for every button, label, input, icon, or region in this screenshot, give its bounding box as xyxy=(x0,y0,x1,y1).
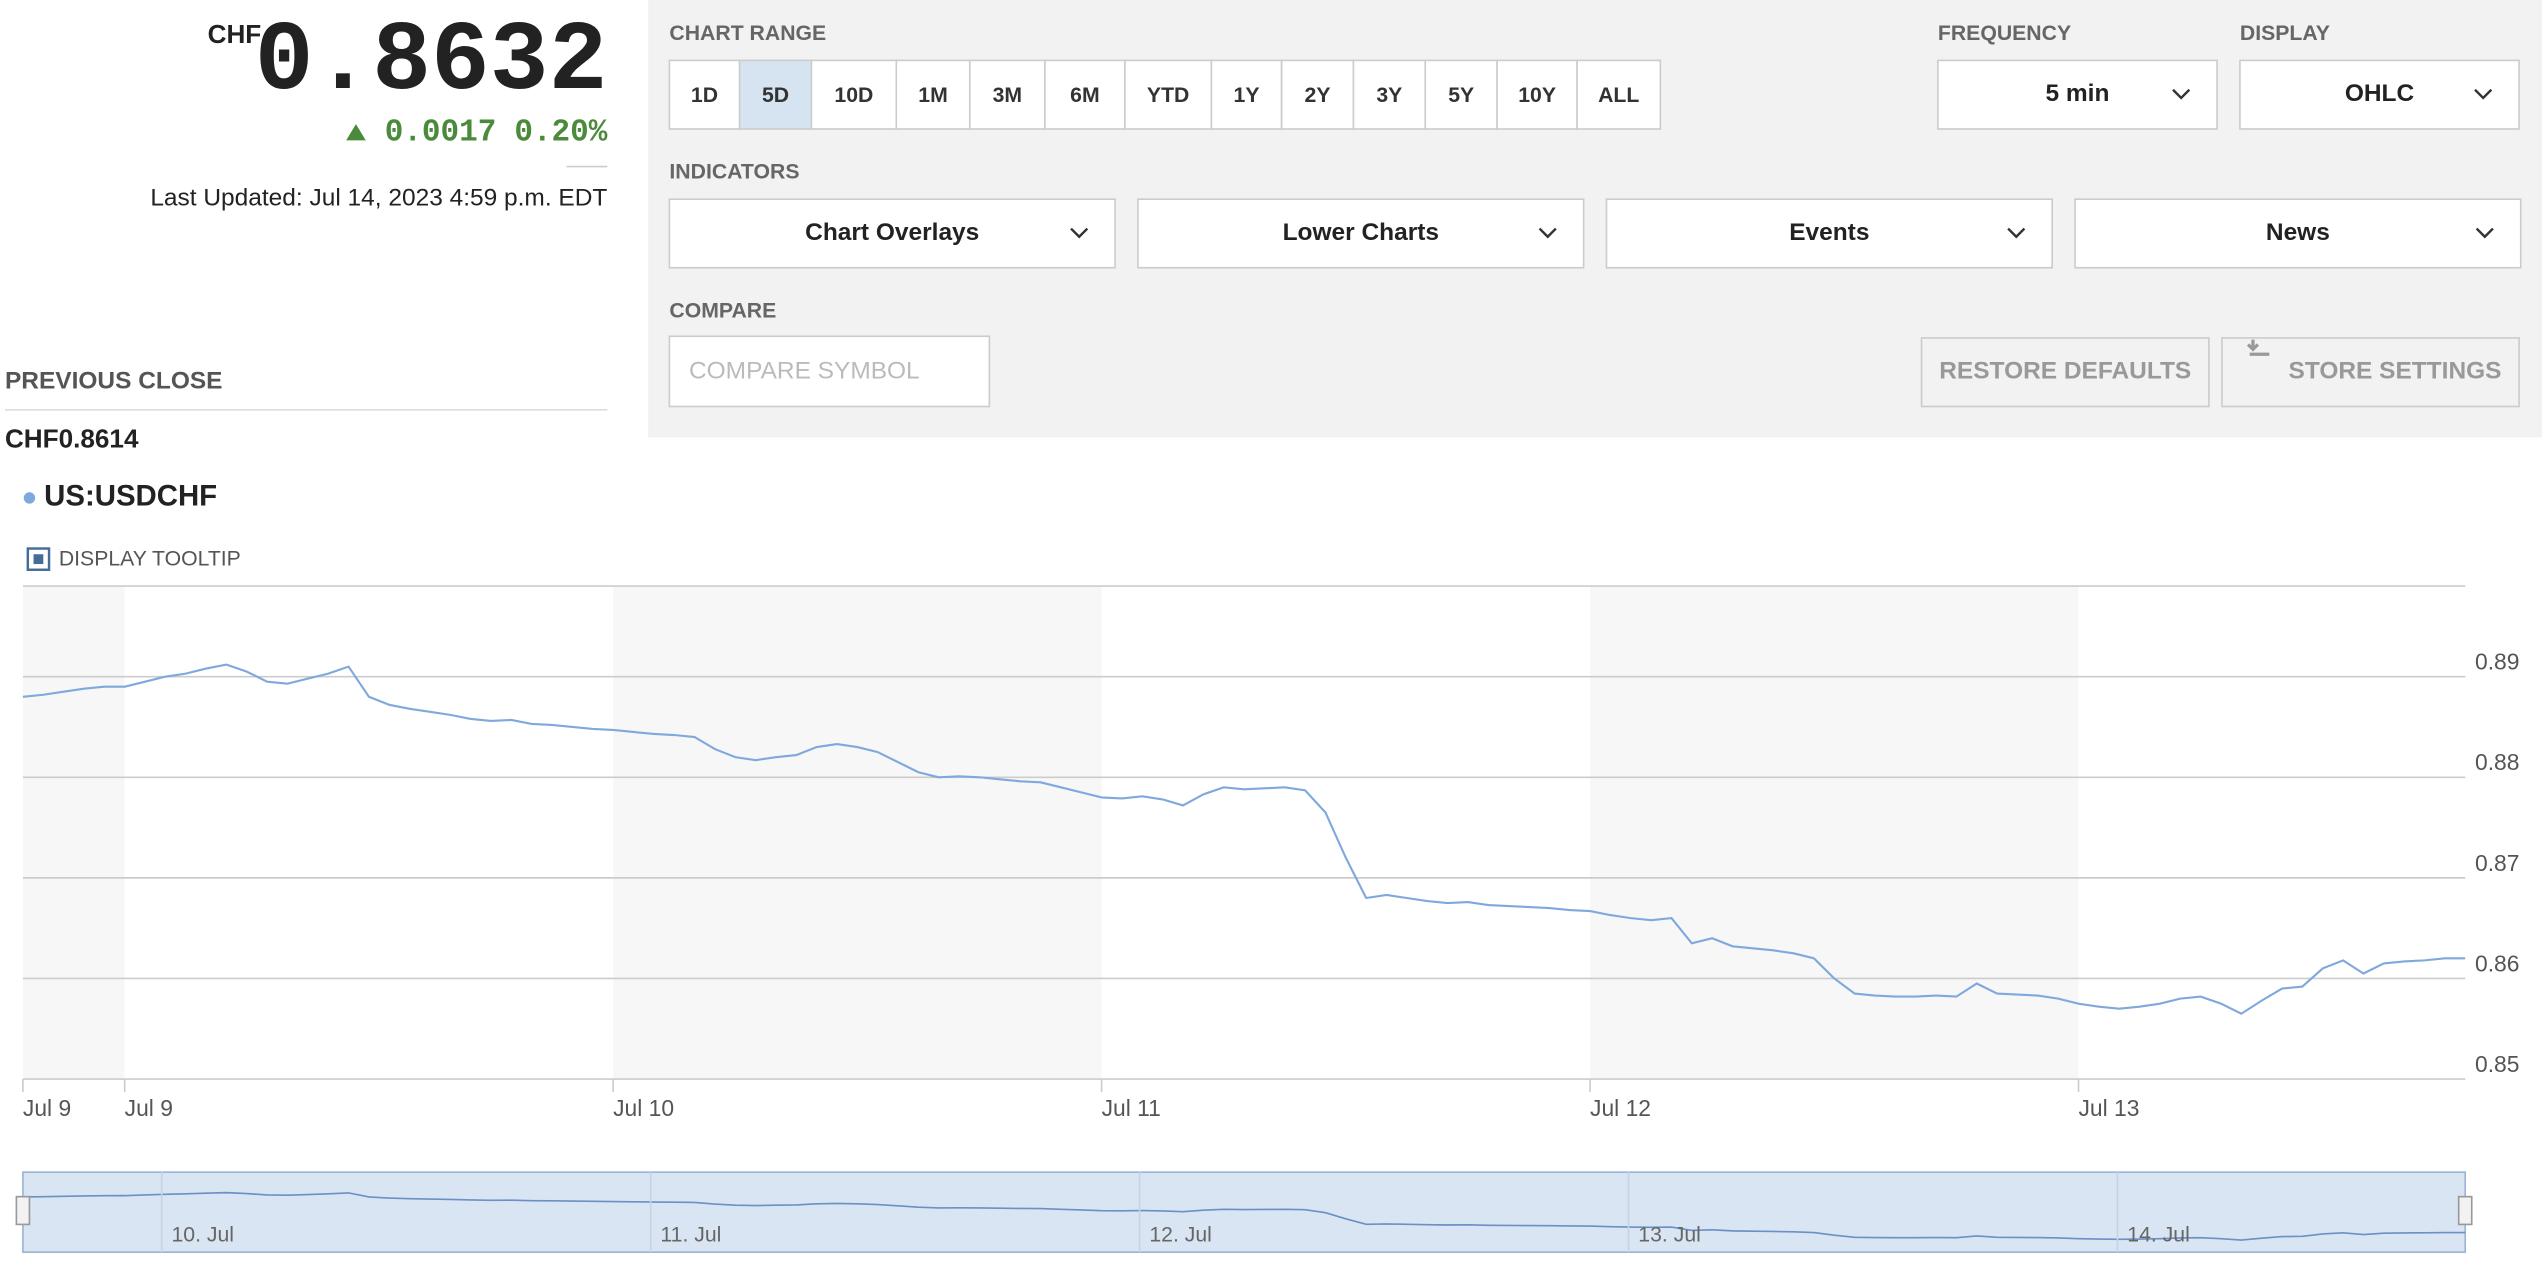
x-tick-label: Jul 9 xyxy=(125,1095,173,1121)
navigator-line xyxy=(22,1191,2466,1241)
chevron xyxy=(2007,227,2026,239)
navigator-label: 11. Jul xyxy=(660,1223,721,1246)
legend-label[interactable]: US:USDCHF xyxy=(44,480,217,513)
chart-range-label: CHART RANGE xyxy=(669,22,826,45)
range-button-text: 1Y xyxy=(1234,84,1260,107)
x-tick-label: Jul 9 xyxy=(23,1095,71,1121)
display-label: DISPLAY xyxy=(2240,22,2330,45)
price-line xyxy=(22,663,2466,1015)
navigator-label: 14. Jul xyxy=(2127,1223,2190,1246)
range-button-text: 6M xyxy=(1070,84,1099,107)
navigator xyxy=(22,1171,2467,1253)
frequency-label: FREQUENCY xyxy=(1938,22,2071,45)
indicators-label: INDICATORS xyxy=(669,161,799,184)
day-band xyxy=(22,586,125,1080)
navigator-label: 12. Jul xyxy=(1149,1223,1212,1246)
x-tick-label: Jul 13 xyxy=(2079,1095,2140,1121)
indicator-dropdown-text: Lower Charts xyxy=(1283,219,1439,246)
range-button[interactable] xyxy=(1280,59,1355,130)
range-button-text: ALL xyxy=(1598,84,1639,107)
previous-close: CHF0.8614 xyxy=(5,424,139,454)
restore-defaults-button[interactable] xyxy=(1920,337,2210,408)
range-button-text: 3Y xyxy=(1376,84,1402,107)
range-button-text: 10D xyxy=(834,84,873,107)
x-tick-label: Jul 10 xyxy=(613,1095,674,1121)
currency: CHF xyxy=(208,19,262,49)
change: 0.0017 xyxy=(385,115,497,150)
day-band xyxy=(613,586,1102,1080)
chevron xyxy=(1070,227,1089,239)
range-button[interactable] xyxy=(1124,59,1213,130)
compare-input[interactable] xyxy=(668,335,991,408)
navigator-handle[interactable] xyxy=(2457,1195,2473,1226)
range-button-text: 2Y xyxy=(1305,84,1331,107)
up-arrow xyxy=(346,124,366,141)
y-tick-label: 0.86 xyxy=(2475,950,2519,976)
chevron xyxy=(2474,88,2493,100)
restore-defaults-text: RESTORE DEFAULTS xyxy=(1939,358,2191,385)
last-updated: Last Updated: Jul 14, 2023 4:59 p.m. EDT xyxy=(150,185,607,212)
price: 0.8632 xyxy=(255,7,608,118)
legend-marker xyxy=(23,492,36,504)
indicator-dropdown[interactable] xyxy=(1605,198,2053,269)
frequency-dropdown[interactable] xyxy=(1937,59,2218,130)
indicator-dropdown-text: Chart Overlays xyxy=(805,219,979,246)
change-percent: 0.20% xyxy=(514,115,607,150)
indicator-dropdown-text: News xyxy=(2266,219,2330,246)
compare-placeholder: COMPARE SYMBOL xyxy=(689,358,920,385)
previous-close-label: PREVIOUS CLOSE xyxy=(5,367,223,394)
range-button[interactable] xyxy=(738,59,813,130)
compare-label: COMPARE xyxy=(669,299,776,322)
navigator-handle[interactable] xyxy=(15,1195,31,1226)
chevron xyxy=(2172,88,2191,100)
y-tick-label: 0.88 xyxy=(2475,749,2519,775)
y-tick-label: 0.89 xyxy=(2475,649,2519,675)
range-button-text: 5D xyxy=(762,84,789,107)
y-tick-label: 0.87 xyxy=(2475,850,2519,876)
chevron xyxy=(2475,227,2494,239)
range-button[interactable] xyxy=(668,59,741,130)
navigator-label: 13. Jul xyxy=(1638,1223,1701,1246)
range-button[interactable] xyxy=(1576,59,1662,130)
tooltip-label: DISPLAY TOOLTIP xyxy=(59,548,241,571)
range-button[interactable] xyxy=(810,59,898,130)
range-button[interactable] xyxy=(968,59,1046,130)
indicator-dropdown[interactable] xyxy=(2074,198,2522,269)
indicator-dropdown[interactable] xyxy=(1137,198,1585,269)
indicator-dropdown[interactable] xyxy=(668,198,1116,269)
range-button-text: 10Y xyxy=(1518,84,1556,107)
range-buttons: 1D 5D 10D 1M 3M 6M YTD 1Y 2Y 3Y 5Y 10Y ALL xyxy=(668,59,1662,130)
range-button-text: YTD xyxy=(1147,84,1189,107)
navigator-label: 10. Jul xyxy=(171,1223,234,1246)
display-dropdown[interactable] xyxy=(2239,59,2520,130)
range-button-text: 3M xyxy=(993,84,1022,107)
range-button[interactable] xyxy=(1424,59,1498,130)
frequency-dropdown-text: 5 min xyxy=(2046,80,2110,107)
range-button-text: 1M xyxy=(918,84,947,107)
y-tick-label: 0.85 xyxy=(2475,1051,2519,1077)
download-icon xyxy=(2246,339,2270,356)
range-button-text: 1D xyxy=(691,84,718,107)
store-settings-button[interactable] xyxy=(2221,337,2520,408)
x-tick-label: Jul 11 xyxy=(1102,1095,1161,1121)
indicator-dropdown-text: Events xyxy=(1789,219,1869,246)
checkbox-check xyxy=(33,554,44,565)
chevron xyxy=(1538,227,1557,239)
plot: 0.85 0.86 0.87 0.88 0.89 Jul 9 Jul 9 Jul 10 Jul … xyxy=(15,585,2519,1253)
day-band xyxy=(1590,586,2079,1080)
range-button-text: 5Y xyxy=(1448,84,1474,107)
display-dropdown-text: OHLC xyxy=(2345,80,2414,107)
store-settings-text: STORE SETTINGS xyxy=(2289,358,2502,385)
x-tick-label: Jul 12 xyxy=(1590,1095,1651,1121)
dropdowns: 5 min OHLC Chart Overlays Lower Charts Event… xyxy=(668,59,2522,269)
